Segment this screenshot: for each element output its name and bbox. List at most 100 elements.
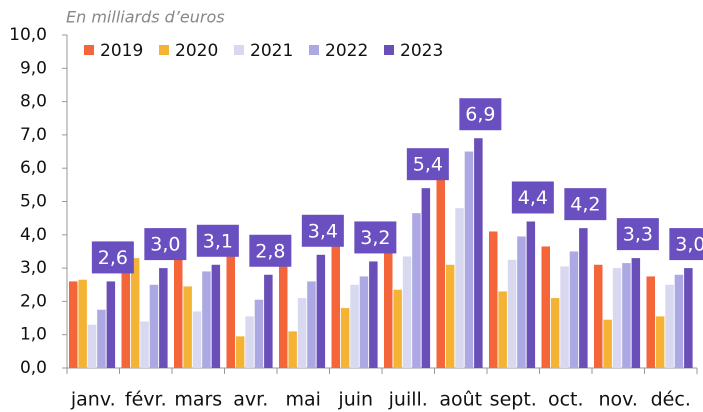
bar <box>674 274 684 368</box>
data-label: 4,4 <box>518 187 548 209</box>
bar <box>489 231 498 368</box>
y-tick-label: 4,0 <box>20 225 47 245</box>
bar <box>331 241 340 368</box>
bar <box>665 284 674 368</box>
bar <box>622 263 631 368</box>
bar <box>174 254 183 368</box>
data-label: 3,4 <box>308 220 338 242</box>
x-tick-label: févr. <box>125 389 167 411</box>
legend-swatch <box>384 45 394 55</box>
x-tick-label: mai <box>286 389 321 411</box>
data-label: 2,6 <box>98 247 128 269</box>
x-tick-label: août <box>439 389 482 411</box>
bar <box>474 138 483 368</box>
data-label-box <box>196 224 239 257</box>
bar <box>192 311 202 368</box>
legend-label: 2022 <box>325 41 368 61</box>
bar <box>264 274 273 368</box>
x-tick-label: nov. <box>599 389 638 411</box>
data-label: 3,1 <box>203 230 233 252</box>
y-tick-label: 8,0 <box>20 92 47 112</box>
x-tick-label: mars <box>174 389 222 411</box>
x-tick-label: avr. <box>233 389 268 411</box>
x-tick-label: sept. <box>490 389 537 411</box>
y-tick-label: 1,0 <box>20 325 47 345</box>
y-tick-label: 0,0 <box>20 358 47 378</box>
bar <box>560 266 569 368</box>
bar <box>646 276 655 368</box>
y-tick-label: 6,0 <box>20 158 47 178</box>
bar <box>421 188 431 368</box>
bar <box>183 286 192 368</box>
bar <box>350 284 359 368</box>
bar <box>297 298 307 368</box>
x-tick-label: janv. <box>70 389 116 411</box>
bar <box>235 336 245 368</box>
y-tick-label: 3,0 <box>20 258 47 278</box>
legend-swatch <box>234 45 244 55</box>
bar <box>106 281 116 368</box>
legend-label: 2021 <box>250 41 293 61</box>
data-label-box <box>616 218 659 251</box>
bar <box>87 324 97 368</box>
bar <box>97 309 106 368</box>
bar <box>579 228 588 368</box>
bar <box>121 261 130 368</box>
legend-swatch <box>84 45 94 55</box>
x-tick-label: oct. <box>548 389 584 411</box>
x-tick-label: juin <box>337 389 373 411</box>
bar <box>226 251 235 368</box>
bar <box>498 291 507 368</box>
data-label-box <box>144 228 187 261</box>
bar <box>245 316 254 368</box>
data-label-box <box>354 221 397 254</box>
bar <box>436 171 445 368</box>
legend-label: 2020 <box>175 41 218 61</box>
data-label: 2,8 <box>255 240 285 262</box>
bar <box>159 268 168 368</box>
bar <box>69 281 78 368</box>
bar <box>526 221 536 368</box>
bar <box>412 213 421 368</box>
legend-swatch <box>159 45 169 55</box>
y-tick-label: 5,0 <box>20 192 47 212</box>
y-tick-label: 10,0 <box>9 25 47 45</box>
data-label-box <box>669 228 703 261</box>
data-label-box <box>301 214 344 247</box>
data-label: 6,9 <box>465 104 495 126</box>
bar <box>140 321 149 368</box>
bar <box>402 256 412 368</box>
y-tick-label: 7,0 <box>20 125 47 145</box>
legend-swatch <box>309 45 319 55</box>
bar <box>78 279 87 368</box>
bar <box>359 276 369 368</box>
bar <box>279 264 288 368</box>
bar <box>316 254 326 368</box>
bar <box>393 289 402 368</box>
data-label-box <box>564 188 607 221</box>
bar <box>130 258 140 368</box>
legend-label: 2023 <box>400 41 443 61</box>
data-label-box <box>459 98 502 131</box>
bar <box>684 268 693 368</box>
bar <box>603 319 612 368</box>
y-tick-label: 2,0 <box>20 291 47 311</box>
bar <box>507 259 517 368</box>
subtitle: En milliards d’euros <box>66 8 225 27</box>
legend-label: 2019 <box>100 41 143 61</box>
bar <box>517 236 526 368</box>
bar <box>594 264 603 368</box>
bar <box>550 298 560 368</box>
data-label-box <box>91 241 134 274</box>
data-label-box <box>406 148 449 181</box>
bar <box>149 284 159 368</box>
bar <box>340 308 350 368</box>
bar <box>384 248 393 368</box>
bar <box>369 261 378 368</box>
data-label: 3,0 <box>675 234 703 256</box>
bar <box>455 208 464 368</box>
data-label: 3,2 <box>360 227 390 249</box>
bar <box>541 246 550 368</box>
bar <box>655 316 665 368</box>
